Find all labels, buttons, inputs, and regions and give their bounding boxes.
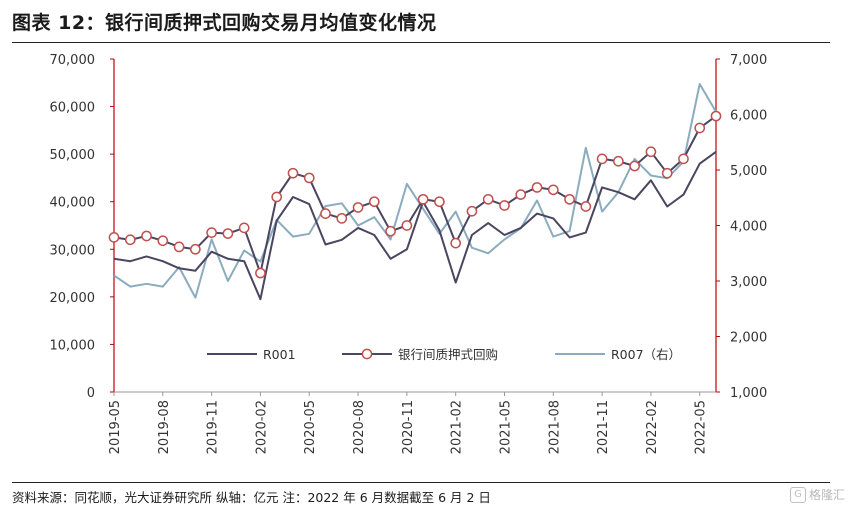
series-marker [271, 191, 283, 203]
x-tick-label: 2020-02 [254, 400, 269, 454]
source-note: 资料来源：同花顺，光大证券研究所 纵轴：亿元 注：2022 年 6 月数据截至 … [12, 490, 491, 505]
series-marker [141, 230, 152, 242]
left-tick-label: 20,000 [50, 291, 96, 306]
series-marker [206, 227, 217, 238]
left-tick-label: 70,000 [50, 53, 96, 68]
chart-title: 图表 12：银行间质押式回购交易月均值变化情况 [12, 12, 437, 34]
right-tick-label: 2,000 [730, 331, 767, 346]
right-tick-label: 6,000 [730, 109, 767, 124]
series-marker [596, 153, 608, 165]
legend-label-2: R007（右） [611, 347, 681, 362]
series-marker [352, 202, 364, 213]
series-marker [661, 167, 673, 179]
series-marker [515, 189, 527, 200]
legend-label-0: R001 [263, 347, 296, 362]
watermark-logo: G 格隆汇 [789, 486, 845, 503]
bottom-rule [12, 482, 830, 483]
series-marker [613, 155, 624, 167]
right-tick-label: 7,000 [730, 53, 767, 68]
series-line-2 [113, 83, 717, 299]
series-marker [580, 201, 592, 212]
right-tick-label: 4,000 [730, 220, 767, 235]
series-marker [157, 235, 169, 247]
left-tick-label: 30,000 [50, 243, 96, 258]
x-tick-label: 2021-05 [498, 400, 513, 454]
series-marker [303, 172, 315, 184]
series-layer [108, 83, 722, 301]
x-tick-label: 2022-05 [694, 400, 709, 454]
series-marker [287, 167, 299, 179]
x-tick-label: 2021-08 [547, 400, 562, 454]
x-tick-label: 2019-08 [157, 400, 172, 454]
x-tick-label: 2020-05 [303, 400, 318, 454]
series-marker [434, 196, 445, 208]
series-marker [547, 184, 559, 196]
series-line-0 [113, 150, 717, 301]
x-tick-label: 2019-11 [206, 400, 221, 454]
x-tick-label: 2022-02 [645, 400, 660, 454]
series-marker [255, 267, 266, 279]
x-tick-label: 2020-08 [352, 400, 367, 454]
series-marker [190, 243, 201, 255]
x-tick-label: 2019-05 [108, 400, 123, 454]
series-marker [108, 232, 120, 243]
series-marker [401, 220, 413, 231]
series-marker [645, 146, 657, 158]
x-tick-label: 2021-02 [450, 400, 465, 454]
series-marker [466, 205, 478, 217]
series-marker [678, 153, 689, 165]
series-marker [238, 222, 250, 234]
series-marker [499, 200, 510, 211]
series-marker [336, 213, 348, 224]
left-tick-label: 60,000 [50, 101, 96, 116]
series-marker [629, 160, 640, 172]
left-tick-label: 0 [87, 386, 95, 401]
series-marker [222, 228, 234, 239]
series-marker [694, 122, 706, 134]
series-marker [368, 196, 380, 208]
series-marker [531, 182, 543, 193]
legend-marker [361, 348, 373, 360]
series-marker [385, 225, 396, 237]
x-tick-label: 2020-11 [401, 400, 416, 454]
top-rule [12, 42, 830, 43]
left-tick-label: 50,000 [50, 148, 96, 163]
right-tick-label: 3,000 [730, 275, 767, 290]
series-marker [173, 241, 185, 253]
legend-label-1: 银行间质押式回购 [398, 347, 498, 362]
right-tick-label: 1,000 [730, 386, 767, 401]
legend: R001 银行间质押式回购 R007（右） [207, 347, 681, 362]
logo-text: 格隆汇 [808, 488, 845, 502]
right-tick-label: 5,000 [730, 164, 767, 179]
series-marker [710, 110, 722, 122]
left-tick-label: 40,000 [50, 196, 96, 211]
series-marker [564, 193, 575, 205]
series-marker [320, 208, 331, 219]
series-marker [482, 193, 494, 205]
x-tick-label: 2021-11 [596, 400, 611, 454]
series-marker [450, 237, 462, 249]
series-marker [417, 193, 429, 205]
axes-layer: 0 10,000 20,000 30,000 40,000 50,000 60,000 70,… [50, 53, 768, 454]
left-tick-label: 10,000 [50, 338, 96, 353]
series-marker [124, 234, 136, 246]
logo-icon: G [789, 486, 806, 503]
